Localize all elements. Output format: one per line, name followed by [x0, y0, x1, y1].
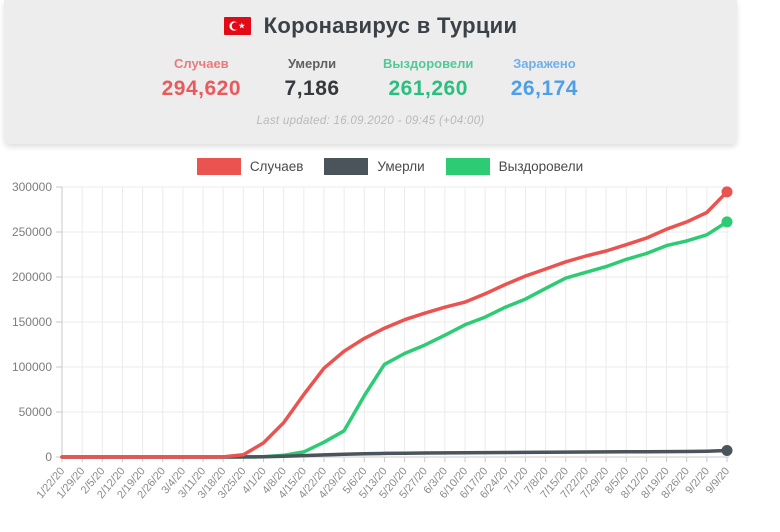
y-tick-label: 150000: [12, 315, 52, 329]
legend-swatch-cases: [196, 158, 241, 175]
stat-recovered-label: Выздоровели: [383, 56, 474, 71]
y-tick-label: 0: [45, 450, 52, 464]
series-line-cases: [60, 190, 729, 459]
legend-swatch-deaths: [324, 158, 369, 175]
title-row: Коронавирус в Турции: [4, 0, 737, 39]
stat-cases-label: Случаев: [173, 56, 229, 71]
stat-deaths: Умерли 7,186: [277, 56, 347, 101]
stat-cases-value: 294,620: [161, 77, 242, 100]
stat-active-label: Заражено: [513, 56, 576, 71]
chart: 0 50000 100000 150000 200000 250000 300000 1/22…: [0, 148, 780, 532]
chart-canvas[interactable]: 0500001000001500002000002500003000001/22…: [0, 148, 780, 532]
legend-swatch-recovered: [445, 158, 490, 175]
stat-active-value: 26,174: [510, 77, 578, 100]
y-tick-label: 300000: [12, 180, 52, 194]
series-line-recovered: [60, 220, 729, 459]
stat-recovered-value: 261,260: [388, 77, 468, 100]
legend-label-cases: Случаев: [249, 159, 304, 174]
summary-card: Коронавирус в Турции Случаев 294,620 Уме…: [4, 0, 737, 144]
page-title: Коронавирус в Турции: [263, 13, 518, 38]
turkey-flag-icon: [223, 17, 251, 35]
stat-cases: Случаев 294,620: [162, 56, 241, 101]
y-tick-label: 100000: [12, 360, 52, 374]
chart-legend: Случаев Умерли Выздоровели: [0, 158, 780, 175]
stat-active: Заражено 26,174: [509, 56, 579, 101]
legend-label-recovered: Выздоровели: [498, 159, 584, 174]
stat-deaths-label: Умерли: [287, 56, 337, 71]
legend-item-deaths[interactable]: Умерли: [324, 158, 425, 175]
series-endpoint-recovered: [721, 216, 733, 228]
legend-label-deaths: Умерли: [377, 159, 425, 174]
stat-deaths-value: 7,186: [284, 77, 340, 100]
last-updated: Last updated: 16.09.2020 - 09:45 (+04:00…: [256, 115, 485, 127]
y-tick-label: 250000: [12, 225, 52, 239]
y-tick-label: 200000: [12, 270, 52, 284]
legend-item-recovered[interactable]: Выздоровели: [445, 158, 584, 175]
legend-item-cases[interactable]: Случаев: [196, 158, 304, 175]
y-tick-label: 50000: [19, 405, 53, 419]
stat-recovered: Выздоровели 261,260: [383, 56, 473, 101]
series-endpoint-deaths: [721, 445, 733, 457]
series-endpoint-cases: [721, 186, 733, 198]
stats-row: Случаев 294,620 Умерли 7,186 Выздоровели…: [4, 56, 737, 101]
